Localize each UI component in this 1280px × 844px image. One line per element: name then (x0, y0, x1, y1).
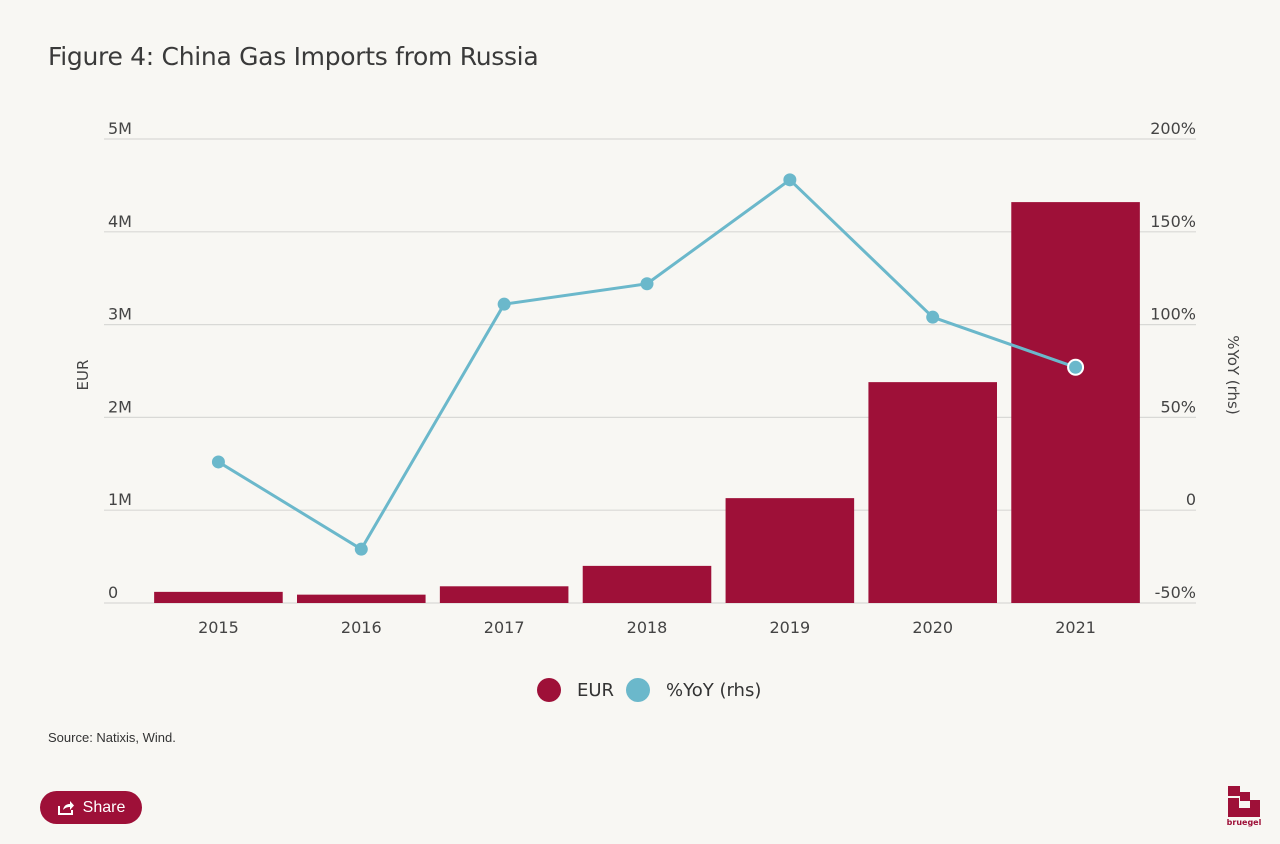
y-tick-label: 0 (108, 583, 118, 602)
bar-2018 (582, 565, 712, 603)
share-icon (57, 800, 74, 815)
grid-lines (104, 138, 1196, 604)
chart: 0 1M 2M 3M 4M 5M -50% 0 50% 100% 150% 200% EUR %Yo… (74, 119, 1242, 702)
y2-tick-label: 0 (1186, 490, 1196, 509)
right-axis-title: %YoY (rhs) (1224, 335, 1242, 414)
bar-2019 (725, 498, 855, 603)
x-axis-ticks: 2015 2016 2017 2018 2019 2020 2021 (198, 618, 1096, 637)
bar-series (154, 202, 1140, 603)
x-tick-label: 2020 (912, 618, 953, 637)
y2-tick-label: 200% (1150, 119, 1196, 138)
x-tick-label: 2021 (1055, 618, 1096, 637)
left-axis-ticks: 0 1M 2M 3M 4M 5M (108, 119, 132, 602)
y2-tick-label: 50% (1160, 397, 1196, 416)
logo-text: bruegel (1226, 818, 1262, 827)
x-tick-label: 2016 (341, 618, 382, 637)
bar-2020 (868, 382, 997, 603)
legend-label-eur: EUR (577, 680, 614, 701)
y-tick-label: 4M (108, 212, 132, 231)
left-axis-title: EUR (74, 360, 92, 391)
bar-2017 (439, 586, 569, 603)
line-series (211, 173, 1085, 556)
share-button[interactable]: Share (40, 791, 142, 824)
bar-2016 (297, 594, 426, 603)
x-tick-label: 2019 (769, 618, 810, 637)
x-tick-label: 2017 (484, 618, 525, 637)
bruegel-logo[interactable] (1224, 784, 1264, 830)
legend-label-yoy: %YoY (rhs) (666, 680, 761, 701)
source-note: Source: Natixis, Wind. (48, 730, 176, 745)
legend-marker-eur (537, 678, 561, 702)
yoy-point-2015 (211, 455, 225, 469)
x-tick-label: 2018 (627, 618, 668, 637)
y-tick-label: 2M (108, 397, 132, 416)
x-tick-label: 2015 (198, 618, 239, 637)
y-tick-label: 1M (108, 490, 132, 509)
bar-2021 (1011, 202, 1140, 603)
legend: EUR %YoY (rhs) (537, 678, 761, 702)
y2-tick-label: 100% (1150, 305, 1196, 324)
yoy-point-2016 (354, 542, 368, 556)
yoy-point-2019 (783, 173, 797, 187)
y-tick-label: 3M (108, 305, 132, 324)
yoy-point-2021 (1067, 358, 1085, 376)
y2-tick-label: 150% (1150, 212, 1196, 231)
legend-marker-yoy (626, 678, 650, 702)
share-label: Share (82, 798, 126, 816)
y2-tick-label: -50% (1155, 583, 1196, 602)
yoy-point-2018 (640, 277, 654, 291)
y-tick-label: 5M (108, 119, 132, 138)
bar-2015 (154, 591, 283, 603)
right-axis-ticks: -50% 0 50% 100% 150% 200% (1150, 119, 1196, 602)
yoy-point-2017 (497, 297, 511, 311)
yoy-point-2020 (926, 310, 940, 324)
page-title: Figure 4: China Gas Imports from Russia (48, 42, 539, 71)
